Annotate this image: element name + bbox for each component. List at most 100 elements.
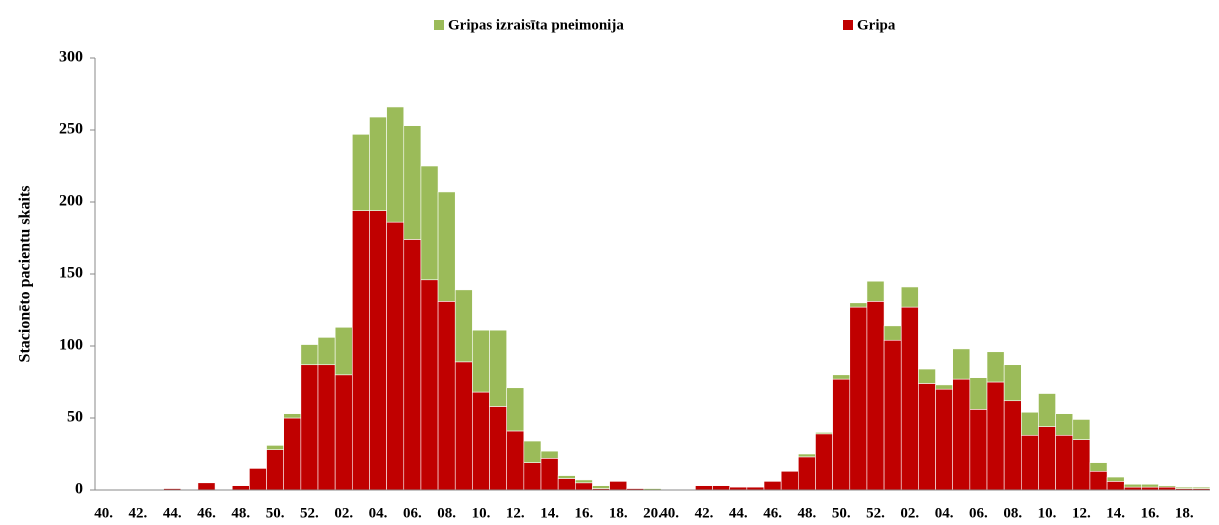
x-tick-label: 02.: [900, 505, 919, 521]
x-tick-label: 14.: [1106, 505, 1125, 521]
bar-segment: [540, 458, 559, 491]
bar-segment: [437, 301, 456, 491]
bar-segment: [557, 478, 576, 491]
x-tick-label: 50.: [266, 505, 285, 521]
bar-segment: [352, 210, 370, 491]
bar-segment: [935, 388, 953, 491]
x-tick-label: 14.: [540, 505, 559, 521]
x-tick-label: 40.: [94, 505, 113, 521]
bar-segment: [918, 383, 936, 491]
bar-segment: [266, 449, 284, 491]
bar-segment: [832, 374, 851, 380]
y-tick-label: 200: [59, 193, 83, 210]
bar-segment: [334, 326, 353, 376]
bar-segment: [352, 134, 370, 211]
bar-segment: [866, 280, 885, 302]
bar-segment: [403, 125, 422, 240]
x-tick-label: 50.: [832, 505, 851, 521]
bar-segment: [197, 482, 216, 491]
bar-segment: [969, 409, 988, 491]
bar-segment: [489, 406, 507, 491]
x-tick-label: 02.: [334, 505, 353, 521]
legend-label: Gripa: [857, 17, 896, 33]
bar-segment: [1055, 413, 1074, 436]
bar-segment: [1021, 411, 1039, 436]
bar-segment: [1089, 470, 1108, 491]
x-tick-label: 46.: [763, 505, 782, 521]
x-tick-label: 18.: [609, 505, 628, 521]
bar-segment: [386, 221, 405, 491]
bar-segment: [540, 450, 559, 459]
bar-segment: [815, 433, 833, 491]
bar-segment: [317, 337, 336, 366]
y-tick-label: 100: [59, 337, 83, 354]
x-tick-label: 08.: [437, 505, 456, 521]
bar-segment: [935, 384, 953, 390]
bar-segment: [472, 329, 490, 393]
bar-segment: [815, 432, 833, 435]
bar-segment: [420, 165, 439, 281]
bar-segment: [266, 445, 284, 450]
bar-segment: [283, 417, 302, 491]
bar-segment: [798, 456, 816, 491]
bar-segment: [952, 378, 971, 491]
bar-segment: [1003, 400, 1022, 491]
bar-segment: [798, 453, 816, 458]
bar-segment: [454, 289, 473, 363]
bar-segment: [506, 387, 525, 432]
bar-segment: [575, 482, 593, 491]
bar-segment: [472, 391, 490, 491]
x-tick-label: 06.: [403, 505, 422, 521]
bar-segment: [1072, 419, 1091, 440]
x-tick-label: 18.: [1175, 505, 1194, 521]
bar-segment: [952, 348, 971, 380]
bar-segment: [832, 378, 851, 491]
bar-segment: [763, 481, 782, 491]
x-tick-label: 52.: [866, 505, 885, 521]
x-tick-label: 10.: [472, 505, 491, 521]
bar-segment: [300, 364, 319, 491]
legend-swatch: [434, 20, 444, 30]
x-tick-label: 04.: [935, 505, 954, 521]
x-tick-label: 06.: [969, 505, 988, 521]
x-tick-label: 42.: [695, 505, 714, 521]
x-tick-label: 44.: [163, 505, 182, 521]
bar-segment: [1106, 476, 1125, 482]
y-tick-label: 300: [59, 49, 83, 66]
bar-segment: [317, 364, 336, 491]
x-tick-label: 48.: [798, 505, 817, 521]
bar-segment: [1038, 426, 1056, 491]
bar-segment: [849, 302, 868, 308]
x-tick-label: 04.: [369, 505, 388, 521]
bar-segment: [523, 462, 542, 491]
bar-segment: [369, 210, 387, 491]
bar-segment: [1192, 486, 1211, 489]
bar-segment: [592, 485, 610, 489]
bar-segment: [231, 485, 250, 491]
x-tick-label: 42.: [129, 505, 148, 521]
bar-segment: [1175, 486, 1194, 489]
x-tick-label: 40.: [660, 505, 679, 521]
x-tick-label: 16.: [1141, 505, 1160, 521]
bar-segment: [386, 106, 405, 223]
x-tick-label: 12.: [1072, 505, 1091, 521]
bar-segment: [900, 306, 919, 491]
bar-segment: [420, 279, 439, 491]
bar-segment: [403, 239, 422, 491]
x-tick-label: 10.: [1038, 505, 1057, 521]
x-tick-label: 48.: [231, 505, 250, 521]
bar-segment: [1003, 364, 1022, 402]
bar-segment: [986, 351, 1005, 383]
x-tick-label: 08.: [1003, 505, 1022, 521]
bar-segment: [969, 377, 988, 410]
bar-segment: [986, 381, 1005, 491]
bar-segment: [334, 374, 353, 491]
x-tick-label: 16.: [575, 505, 594, 521]
y-tick-label: 50: [67, 409, 83, 426]
x-tick-label: 12.: [506, 505, 525, 521]
bar-segment: [883, 339, 902, 491]
bar-segment: [1089, 462, 1108, 472]
bar-segment: [437, 191, 456, 302]
bar-segment: [1038, 393, 1056, 427]
